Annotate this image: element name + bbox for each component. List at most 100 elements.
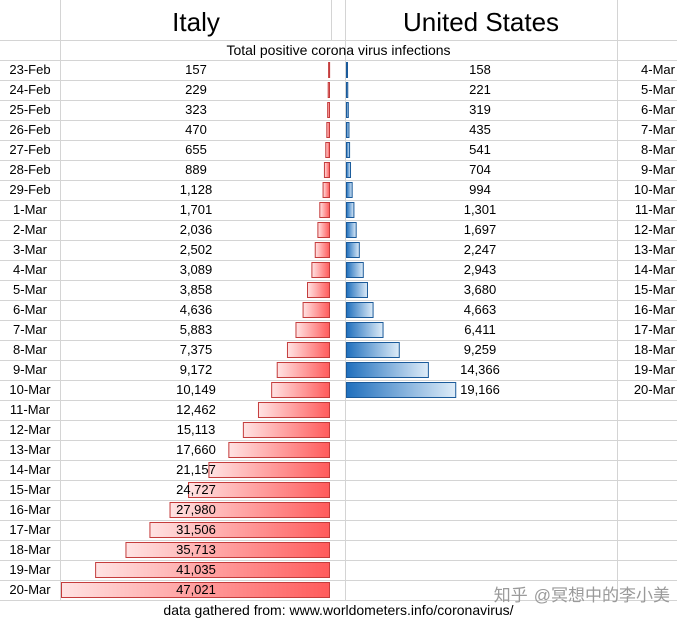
us-bar [346, 322, 384, 338]
italy-value-label: 27,980 [176, 502, 216, 517]
us-date-label: 13-Mar [633, 242, 675, 257]
italy-bar [326, 122, 331, 138]
italy-date-label: 15-Mar [9, 482, 51, 497]
italy-value-label: 24,727 [176, 482, 216, 497]
us-header: United States [402, 7, 560, 37]
italy-bar [286, 342, 330, 358]
us-date-label: 19-Mar [633, 362, 675, 377]
us-date-label: 5-Mar [641, 82, 675, 97]
us-value-label: 158 [469, 62, 491, 77]
us-date-label: 11-Mar [634, 202, 675, 217]
us-date-label: 16-Mar [633, 302, 675, 317]
us-bar [346, 362, 429, 378]
us-date-label: 6-Mar [641, 102, 675, 117]
us-bar [346, 122, 350, 138]
chart-subtitle: Total positive corona virus infections [226, 42, 451, 58]
us-value-label: 4,663 [463, 302, 497, 317]
italy-bar [242, 422, 330, 438]
us-bar [346, 162, 352, 178]
us-bar [346, 302, 374, 318]
italy-date-label: 28-Feb [9, 162, 51, 177]
us-date-label: 7-Mar [641, 122, 675, 137]
italy-bar [169, 502, 330, 518]
italy-date-label: 1-Mar [13, 202, 47, 217]
italy-bar [325, 142, 331, 158]
us-value-label: 6,411 [464, 322, 496, 337]
italy-bar [317, 222, 331, 238]
italy-value-label: 7,375 [179, 342, 213, 357]
italy-date-label: 14-Mar [9, 462, 51, 477]
italy-value-label: 17,660 [176, 442, 216, 457]
us-bar [346, 202, 355, 218]
us-date-label: 10-Mar [633, 182, 675, 197]
italy-value-label: 2,036 [179, 222, 213, 237]
italy-value-label: 2,502 [179, 242, 213, 257]
us-value-label: 1,301 [463, 202, 497, 217]
us-date-label: 8-Mar [641, 142, 675, 157]
italy-date-label: 25-Feb [9, 102, 51, 117]
us-value-label: 704 [469, 162, 491, 177]
us-value-label: 541 [469, 142, 491, 157]
italy-date-label: 3-Mar [13, 242, 47, 257]
us-bar [346, 282, 368, 298]
italy-date-label: 26-Feb [9, 122, 51, 137]
us-date-label: 12-Mar [633, 222, 675, 237]
italy-date-label: 23-Feb [9, 62, 51, 77]
us-bar [346, 262, 364, 278]
us-bar [346, 382, 457, 398]
italy-date-label: 17-Mar [9, 522, 51, 537]
italy-bar [257, 402, 331, 418]
italy-bar [322, 182, 330, 198]
italy-value-label: 157 [185, 62, 207, 77]
us-value-label: 19,166 [460, 382, 500, 397]
italy-date-label: 24-Feb [9, 82, 51, 97]
italy-date-label: 6-Mar [13, 302, 47, 317]
italy-value-label: 10,149 [176, 382, 216, 397]
us-bar [346, 222, 357, 238]
us-date-label: 20-Mar [633, 382, 675, 397]
italy-value-label: 12,462 [176, 402, 216, 417]
italy-date-label: 29-Feb [9, 182, 51, 197]
italy-value-label: 3,089 [179, 262, 213, 277]
us-value-label: 2,247 [463, 242, 497, 257]
us-date-label: 15-Mar [633, 282, 675, 297]
italy-value-label: 9,172 [179, 362, 213, 377]
italy-value-label: 47,021 [176, 582, 216, 597]
italy-bar [307, 282, 330, 298]
italy-bar [311, 262, 330, 278]
italy-bar [208, 462, 331, 478]
italy-bar [319, 202, 331, 218]
italy-date-label: 18-Mar [9, 542, 51, 557]
italy-bar [149, 522, 330, 538]
italy-bar [323, 162, 331, 178]
italy-value-label: 35,713 [176, 542, 216, 557]
italy-date-label: 5-Mar [13, 282, 47, 297]
italy-value-label: 41,035 [176, 562, 216, 577]
italy-value-label: 21,157 [176, 462, 216, 477]
italy-value-label: 31,506 [176, 522, 216, 537]
italy-bar [328, 62, 331, 78]
us-bar [346, 242, 360, 258]
italy-date-label: 7-Mar [13, 322, 47, 337]
italy-bar [302, 302, 331, 318]
us-value-label: 221 [469, 82, 491, 97]
italy-date-label: 11-Mar [9, 402, 51, 417]
italy-header: Italy [172, 7, 220, 37]
watermark: 知乎 @冥想中的李小美 [460, 586, 670, 606]
us-value-label: 9,259 [463, 342, 497, 357]
us-date-label: 17-Mar [633, 322, 675, 337]
us-value-label: 3,680 [463, 282, 497, 297]
italy-value-label: 4,636 [179, 302, 213, 317]
italy-date-label: 13-Mar [9, 442, 51, 457]
italy-value-label: 1,128 [179, 182, 213, 197]
italy-value-label: 1,701 [179, 202, 213, 217]
italy-date-label: 2-Mar [13, 222, 47, 237]
italy-date-label: 27-Feb [9, 142, 51, 157]
italy-value-label: 15,113 [176, 422, 216, 437]
us-value-label: 14,366 [460, 362, 500, 377]
us-bar [346, 62, 348, 78]
italy-bar [314, 242, 331, 258]
italy-date-label: 9-Mar [13, 362, 47, 377]
